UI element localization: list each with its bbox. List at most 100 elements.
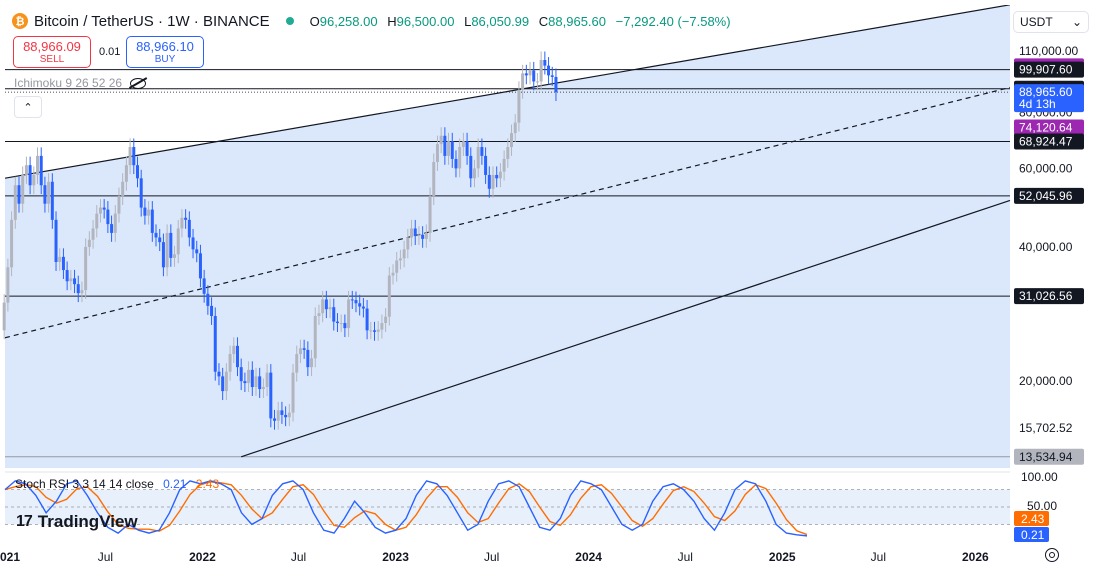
candle (369, 321, 373, 340)
candle (28, 156, 32, 195)
candle (121, 173, 125, 206)
buy-button[interactable]: 88,966.10 BUY (126, 36, 204, 68)
candle (339, 314, 343, 332)
candle (332, 298, 336, 331)
candle (13, 176, 17, 229)
candle (98, 199, 102, 223)
channel-lower-line (240, 199, 1011, 458)
time-axis-tick: 021 (0, 550, 20, 564)
candle-body (384, 316, 388, 324)
settings-gear-icon[interactable] (1045, 548, 1059, 562)
candle (547, 57, 551, 85)
candle (73, 269, 77, 294)
candle (154, 224, 158, 247)
channel-fill-lower (5, 5, 1010, 468)
candle-body (350, 299, 354, 301)
candle-body (165, 232, 169, 268)
candle-body (335, 321, 339, 324)
candle (158, 228, 162, 252)
candle (450, 132, 454, 168)
sell-label: SELL (39, 54, 65, 65)
candle-body (547, 65, 551, 76)
candle (69, 269, 73, 291)
stoch-rsi-legend[interactable]: Stoch RSI 3 3 14 14 close 0.21 2.43 (15, 477, 219, 491)
collapse-legend-button[interactable]: ⌃ (14, 96, 42, 118)
candle-body (32, 174, 36, 186)
candle (517, 81, 521, 132)
candle-body (24, 165, 28, 175)
price-label-badge (1014, 133, 1084, 150)
ichimoku-indicator-label[interactable]: Ichimoku 9 26 52 26 (14, 76, 147, 90)
candle (498, 163, 502, 188)
candle (432, 153, 436, 206)
candle (521, 64, 525, 99)
candle (506, 138, 510, 168)
candle-body (247, 369, 251, 384)
price-axis-tick: 40,000.00 (1019, 240, 1073, 254)
candle (291, 364, 295, 422)
candle-body (232, 345, 236, 355)
candle-body (124, 165, 128, 182)
ohlc-close: 88,965.60 (548, 13, 607, 29)
candle-body (280, 410, 284, 415)
candle-body (17, 185, 21, 204)
time-axis-tick: Jul (871, 550, 886, 564)
candle (173, 245, 177, 267)
candle (376, 321, 380, 341)
candle-body (10, 219, 14, 268)
price-label-value: 13,534.94 (1019, 450, 1073, 464)
price-label-badge (1014, 448, 1084, 465)
candle-body (176, 228, 180, 255)
candle (310, 349, 314, 377)
candle-body (273, 418, 277, 421)
candle-body (402, 249, 406, 259)
candle (550, 66, 554, 86)
candle-body (502, 158, 506, 172)
candle-body (76, 284, 80, 294)
candle (280, 401, 284, 424)
chevron-up-icon: ⌃ (23, 101, 33, 114)
candle (365, 300, 369, 340)
candle (106, 201, 110, 234)
candle-body (250, 369, 254, 388)
candle-body (317, 313, 321, 316)
candle-body (443, 135, 447, 156)
symbol-title[interactable]: Bitcoin / TetherUS · 1W · BINANCE (34, 12, 270, 30)
candle (95, 205, 99, 238)
candle-body (98, 207, 102, 214)
candle-body (80, 290, 84, 294)
candle (539, 51, 543, 91)
ohlc-high-key: H (387, 13, 397, 29)
candle-body (39, 155, 43, 186)
price-axis-tick: 110,000.00 (1019, 44, 1078, 58)
candle (21, 166, 25, 213)
candle (391, 264, 395, 285)
stoch-k-line (4, 480, 808, 537)
ohlc-open: 96,258.00 (319, 13, 378, 29)
candle (510, 124, 514, 156)
stoch-k-badge-value: 0.21 (1021, 528, 1045, 542)
stoch-rsi-label: Stoch RSI 3 3 14 14 close (15, 477, 154, 491)
candle (243, 372, 247, 393)
candle-body (158, 237, 162, 243)
candle-body (347, 299, 351, 329)
candle (65, 261, 69, 291)
candle-body (480, 147, 484, 156)
candle-body (372, 330, 376, 332)
candle (269, 364, 273, 428)
candle (250, 361, 254, 396)
candle-body (365, 308, 369, 331)
candle-body (339, 323, 343, 325)
ohlc-high: 96,500.00 (396, 13, 455, 29)
sell-button[interactable]: 88,966.09 SELL (13, 36, 91, 68)
hide-eye-icon[interactable] (130, 77, 147, 89)
candle-body (428, 196, 432, 233)
candle (128, 138, 132, 175)
currency-select[interactable]: USDT ⌄ (1013, 11, 1089, 33)
candle-body (406, 237, 410, 250)
candle (202, 269, 206, 303)
candle-body (435, 144, 439, 163)
candle-body (291, 372, 295, 413)
buy-label: BUY (154, 54, 176, 65)
